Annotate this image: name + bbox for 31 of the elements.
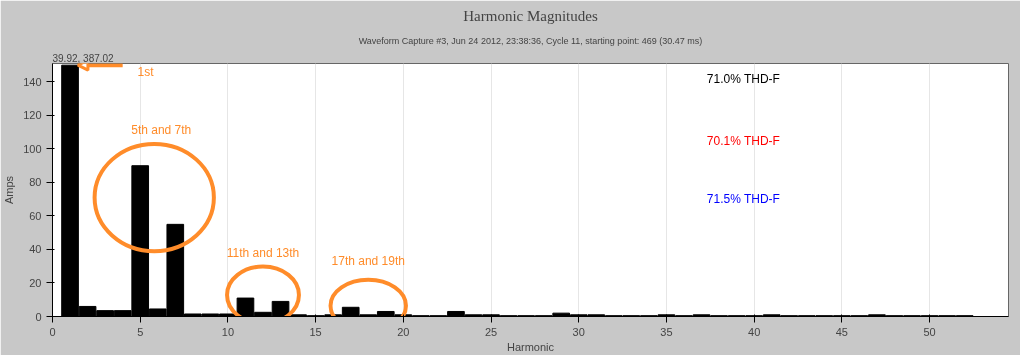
y-tick-label: 20 xyxy=(29,276,42,289)
x-tick-label: 0 xyxy=(49,325,56,338)
annotation: 39.92, 387.02 xyxy=(52,52,115,64)
annotation: 5th and 7th xyxy=(131,123,192,138)
x-tick-label: 5 xyxy=(137,325,144,338)
annotation: 17th and 19th xyxy=(331,253,405,268)
x-tick-label: 10 xyxy=(221,325,235,338)
x-tick-label: 35 xyxy=(660,325,673,338)
chart-subtitle: Waveform Capture #3, Jun 24 2012, 23:38:36, Cycle 11, starting point: 469 (30.47 ms) xyxy=(358,35,703,46)
y-tick-label: 60 xyxy=(29,209,42,222)
y-axis-title: Amps xyxy=(3,175,16,205)
y-tick-label: 40 xyxy=(29,243,42,256)
annotation: 70.1% THD-F xyxy=(706,133,780,148)
x-tick-label: 25 xyxy=(484,325,498,338)
y-tick-label: 100 xyxy=(23,142,42,155)
annotation: 71.5% THD-F xyxy=(706,192,780,207)
x-tick-label: 50 xyxy=(923,325,936,338)
annotation: 1st xyxy=(137,65,155,80)
x-tick-label: 20 xyxy=(397,325,410,338)
y-tick-label: 120 xyxy=(23,109,42,122)
annotation: 71.0% THD-F xyxy=(706,71,780,86)
x-tick-label: 30 xyxy=(572,325,585,338)
x-tick-label: 45 xyxy=(835,325,848,338)
x-tick-label: 15 xyxy=(309,325,322,338)
y-tick-label: 140 xyxy=(23,75,42,88)
y-tick-label: 0 xyxy=(35,310,42,323)
x-axis-title: Harmonic xyxy=(506,340,555,353)
y-tick-label: 80 xyxy=(29,176,42,189)
chart-title: Harmonic Magnitudes xyxy=(463,7,598,24)
annotation: 11th and 13th xyxy=(226,245,300,260)
x-tick-label: 40 xyxy=(748,325,761,338)
